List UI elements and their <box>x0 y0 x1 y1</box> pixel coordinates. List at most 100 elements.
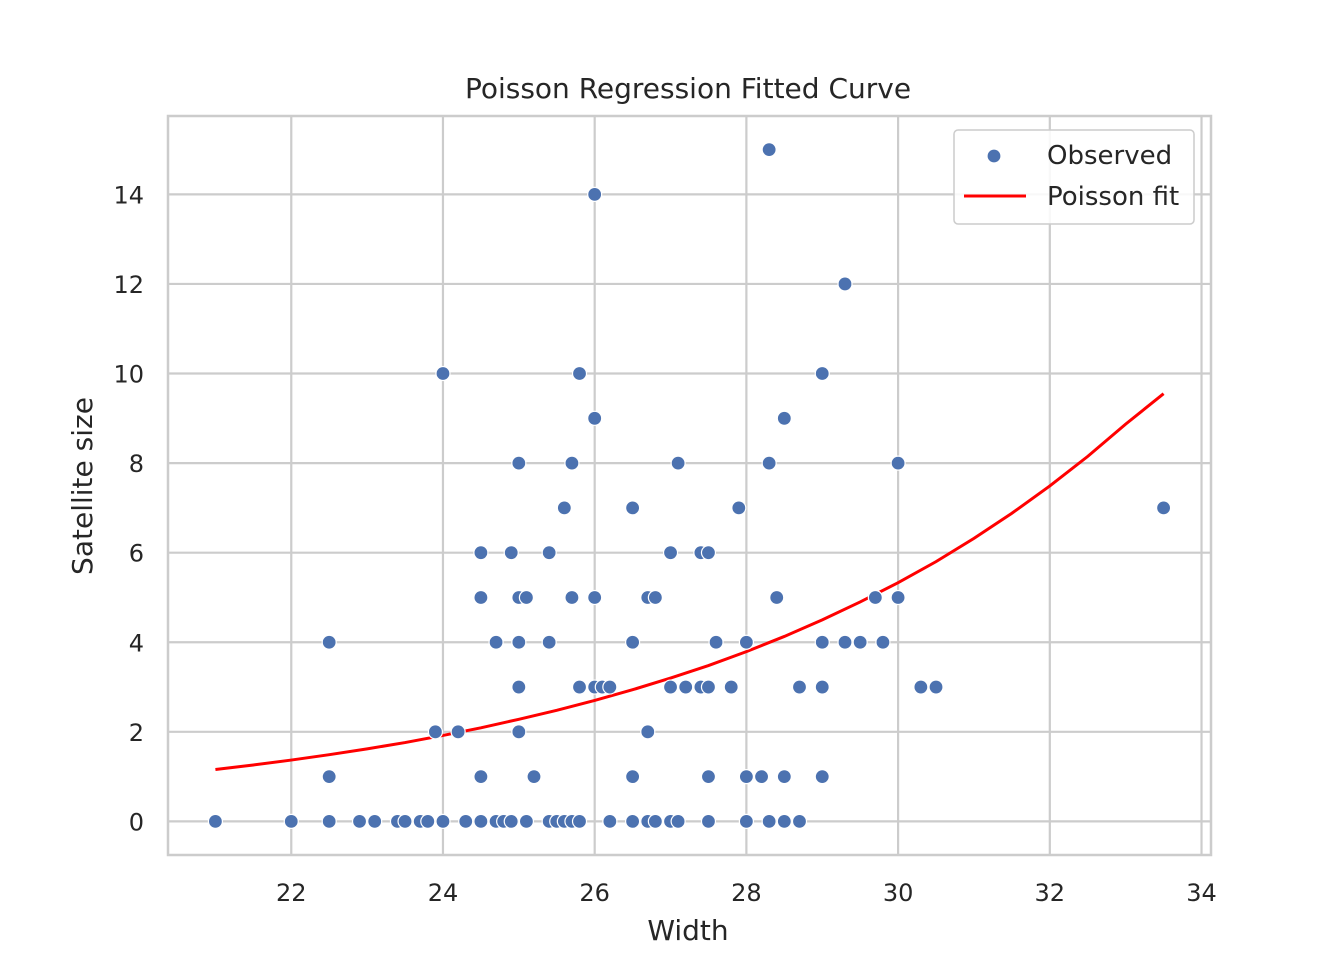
observed-point <box>913 679 929 695</box>
observed-point <box>753 769 770 785</box>
x-tick-label: 34 <box>1186 879 1217 907</box>
observed-point <box>503 813 519 830</box>
observed-point <box>814 365 830 382</box>
observed-point <box>351 813 368 830</box>
observed-point <box>435 813 451 830</box>
observed-point <box>647 589 663 606</box>
observed-point <box>518 589 535 606</box>
observed-point <box>587 410 603 426</box>
observed-point <box>647 813 663 830</box>
observed-point <box>587 589 603 606</box>
observed-point <box>571 679 588 695</box>
observed-point <box>814 679 830 695</box>
x-tick-label: 28 <box>731 879 762 907</box>
chart-title: Poisson Regression Fitted Curve <box>465 72 911 105</box>
legend: Observed Poisson fit <box>953 129 1195 225</box>
y-tick-label: 2 <box>129 719 144 747</box>
y-tick-label: 10 <box>113 361 144 389</box>
observed-point <box>837 276 853 292</box>
legend-observed-marker <box>986 148 1002 164</box>
observed-point <box>640 724 656 740</box>
observed-point <box>488 634 504 650</box>
observed-point <box>571 365 588 382</box>
observed-point <box>473 769 489 785</box>
observed-point <box>321 634 337 650</box>
observed-point <box>928 679 944 695</box>
observed-point <box>852 634 868 650</box>
observed-point <box>738 813 754 830</box>
observed-point <box>511 455 527 471</box>
observed-point <box>761 813 777 830</box>
observed-point <box>867 589 883 606</box>
x-axis-label: Width <box>647 914 728 947</box>
x-axis-ticks: 22 24 26 28 30 32 34 <box>276 879 1217 907</box>
observed-point <box>731 500 747 516</box>
observed-point <box>837 634 853 650</box>
observed-point <box>541 634 557 650</box>
observed-point <box>738 769 754 785</box>
y-tick-label: 0 <box>129 808 144 836</box>
observed-point <box>602 813 618 830</box>
x-tick-label: 24 <box>428 879 459 907</box>
observed-point <box>791 679 808 695</box>
observed-point <box>723 679 739 695</box>
y-axis-label: Satellite size <box>66 397 99 575</box>
y-tick-label: 4 <box>129 629 144 657</box>
poisson-fit-line <box>215 392 1165 771</box>
y-tick-label: 6 <box>129 540 144 568</box>
observed-point <box>890 589 906 606</box>
observed-point <box>564 589 580 606</box>
observed-point <box>503 545 519 561</box>
observed-point <box>625 634 641 650</box>
observed-point <box>571 813 588 830</box>
observed-point <box>321 813 337 830</box>
legend-box <box>953 129 1195 225</box>
observed-point <box>700 545 717 561</box>
y-tick-label: 14 <box>113 181 144 209</box>
observed-point <box>435 365 451 382</box>
observed-point <box>458 813 474 830</box>
observed-point <box>367 813 383 830</box>
observed-point <box>776 813 792 830</box>
observed-point <box>700 679 717 695</box>
observed-point <box>776 769 792 785</box>
observed-point <box>207 813 224 830</box>
poisson-fit-layer <box>215 392 1165 771</box>
observed-point <box>283 813 299 830</box>
observed-point <box>791 813 808 830</box>
observed-point <box>321 769 337 785</box>
legend-fit-label: Poisson fit <box>1047 182 1179 212</box>
observed-point <box>625 813 641 830</box>
observed-point <box>564 455 580 471</box>
observed-point <box>1155 500 1172 516</box>
observed-point <box>511 679 527 695</box>
observed-point <box>473 545 489 561</box>
observed-point <box>518 813 535 830</box>
observed-point <box>511 724 527 740</box>
observed-point <box>769 589 785 606</box>
observed-point <box>890 455 906 471</box>
observed-point <box>700 769 717 785</box>
observed-point <box>662 679 679 695</box>
x-tick-label: 30 <box>883 879 914 907</box>
observed-point <box>556 500 572 516</box>
observed-point <box>700 813 717 830</box>
observed-point <box>602 679 618 695</box>
observed-point <box>473 589 489 606</box>
y-axis-ticks: 0 2 4 6 8 10 12 14 <box>113 181 144 836</box>
x-tick-label: 26 <box>579 879 610 907</box>
observed-points-layer <box>207 141 1172 830</box>
observed-point <box>662 545 679 561</box>
observed-point <box>541 545 557 561</box>
observed-point <box>814 634 830 650</box>
grid-lines <box>168 116 1211 855</box>
observed-point <box>875 634 891 650</box>
observed-point <box>511 634 527 650</box>
observed-point <box>670 813 686 830</box>
legend-observed-label: Observed <box>1047 141 1172 171</box>
observed-point <box>814 769 830 785</box>
observed-point <box>397 813 413 830</box>
observed-point <box>625 500 641 516</box>
observed-point <box>738 634 754 650</box>
